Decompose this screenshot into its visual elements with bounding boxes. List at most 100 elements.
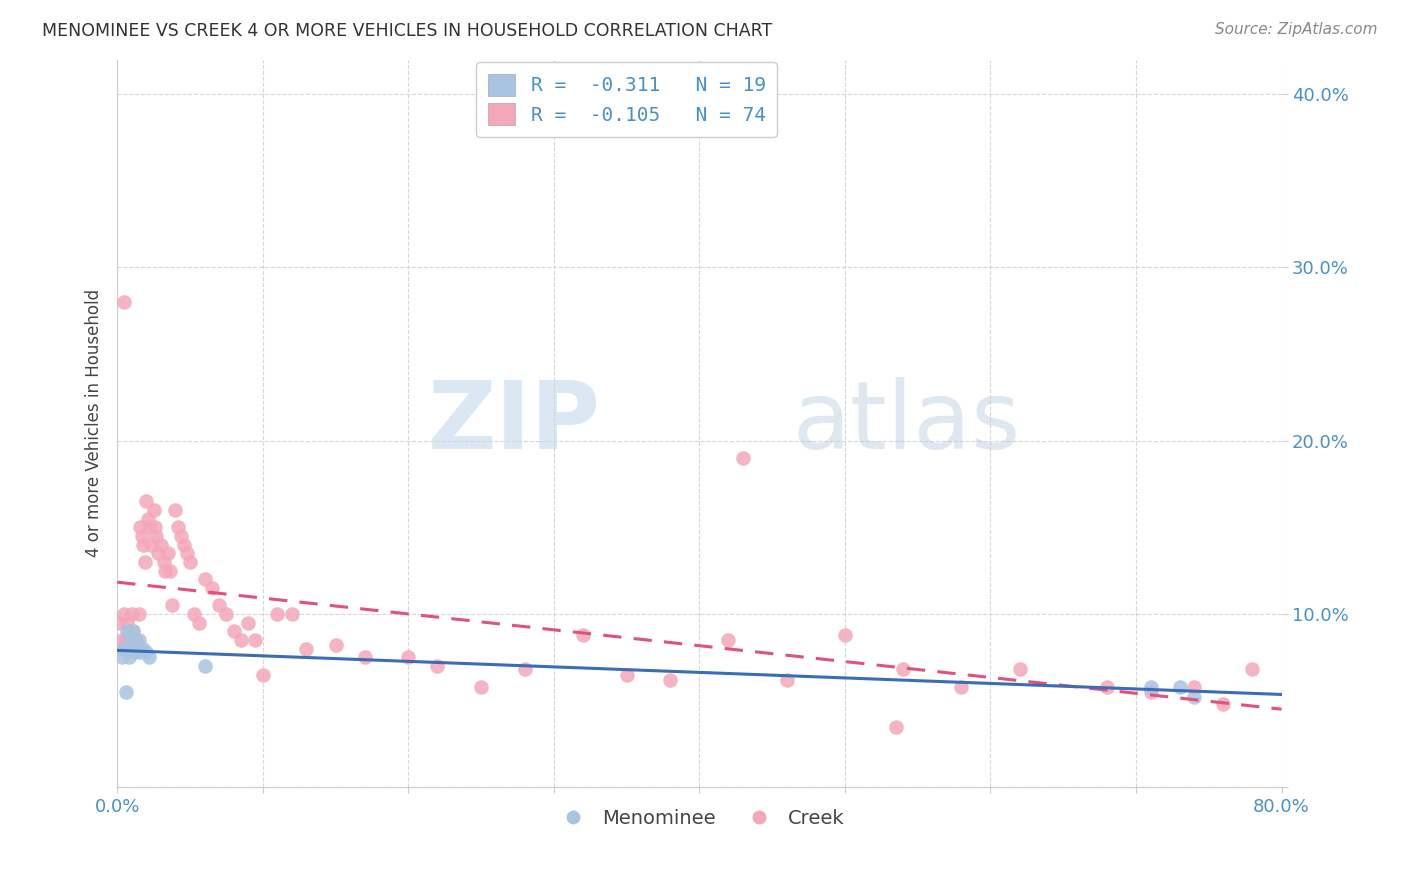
- Point: [353, 650, 375, 665]
- Point: [128, 607, 150, 621]
- Point: [149, 538, 172, 552]
- Point: [118, 650, 141, 665]
- Point: [155, 564, 177, 578]
- Point: [157, 546, 180, 560]
- Point: [834, 628, 856, 642]
- Point: [121, 641, 143, 656]
- Point: [129, 645, 152, 659]
- Point: [121, 607, 143, 621]
- Point: [572, 628, 595, 642]
- Point: [118, 624, 141, 639]
- Point: [117, 615, 139, 630]
- Point: [120, 632, 142, 647]
- Point: [1212, 697, 1234, 711]
- Point: [426, 659, 449, 673]
- Point: [170, 529, 193, 543]
- Point: [152, 555, 174, 569]
- Point: [122, 624, 145, 639]
- Point: [128, 632, 150, 647]
- Point: [1182, 680, 1205, 694]
- Point: [111, 641, 134, 656]
- Point: [117, 641, 139, 656]
- Point: [891, 662, 914, 676]
- Point: [884, 720, 907, 734]
- Point: [129, 520, 152, 534]
- Point: [731, 450, 754, 465]
- Point: [162, 599, 184, 613]
- Point: [114, 295, 136, 310]
- Point: [142, 503, 165, 517]
- Point: [776, 673, 799, 687]
- Point: [138, 650, 160, 665]
- Point: [125, 638, 148, 652]
- Point: [1139, 685, 1161, 699]
- Point: [114, 607, 136, 621]
- Point: [127, 641, 149, 656]
- Point: [165, 503, 187, 517]
- Point: [120, 632, 142, 647]
- Point: [135, 494, 157, 508]
- Point: [134, 555, 156, 569]
- Point: [187, 615, 209, 630]
- Point: [110, 650, 132, 665]
- Point: [110, 632, 132, 647]
- Point: [124, 632, 146, 647]
- Point: [513, 662, 536, 676]
- Point: [266, 607, 288, 621]
- Point: [1182, 690, 1205, 704]
- Point: [215, 607, 238, 621]
- Point: [245, 632, 267, 647]
- Point: [1095, 680, 1118, 694]
- Point: [131, 529, 153, 543]
- Point: [1008, 662, 1031, 676]
- Point: [179, 555, 201, 569]
- Point: [122, 624, 145, 639]
- Point: [143, 520, 166, 534]
- Point: [173, 538, 195, 552]
- Point: [1139, 680, 1161, 694]
- Point: [117, 624, 139, 639]
- Point: [470, 680, 492, 694]
- Point: [132, 641, 155, 656]
- Point: [121, 641, 143, 656]
- Point: [135, 645, 157, 659]
- Point: [616, 667, 638, 681]
- Point: [396, 650, 419, 665]
- Point: [146, 546, 169, 560]
- Text: ZIP: ZIP: [427, 377, 600, 469]
- Point: [222, 624, 245, 639]
- Point: [238, 615, 260, 630]
- Point: [108, 615, 131, 630]
- Point: [201, 581, 224, 595]
- Point: [950, 680, 973, 694]
- Point: [281, 607, 304, 621]
- Text: Source: ZipAtlas.com: Source: ZipAtlas.com: [1215, 22, 1378, 37]
- Text: MENOMINEE VS CREEK 4 OR MORE VEHICLES IN HOUSEHOLD CORRELATION CHART: MENOMINEE VS CREEK 4 OR MORE VEHICLES IN…: [42, 22, 772, 40]
- Point: [193, 659, 215, 673]
- Point: [183, 607, 205, 621]
- Point: [114, 641, 136, 656]
- Point: [124, 645, 146, 659]
- Point: [1241, 662, 1264, 676]
- Point: [145, 529, 167, 543]
- Point: [115, 685, 138, 699]
- Legend: Menominee, Creek: Menominee, Creek: [546, 801, 852, 836]
- Point: [193, 572, 215, 586]
- Point: [139, 538, 162, 552]
- Y-axis label: 4 or more Vehicles in Household: 4 or more Vehicles in Household: [86, 289, 103, 558]
- Point: [659, 673, 682, 687]
- Point: [132, 538, 155, 552]
- Point: [295, 641, 318, 656]
- Point: [125, 632, 148, 647]
- Point: [136, 511, 159, 525]
- Point: [717, 632, 740, 647]
- Point: [115, 632, 138, 647]
- Point: [229, 632, 252, 647]
- Point: [167, 520, 190, 534]
- Point: [252, 667, 274, 681]
- Point: [138, 520, 160, 534]
- Point: [176, 546, 198, 560]
- Point: [159, 564, 181, 578]
- Point: [325, 638, 347, 652]
- Point: [1168, 680, 1191, 694]
